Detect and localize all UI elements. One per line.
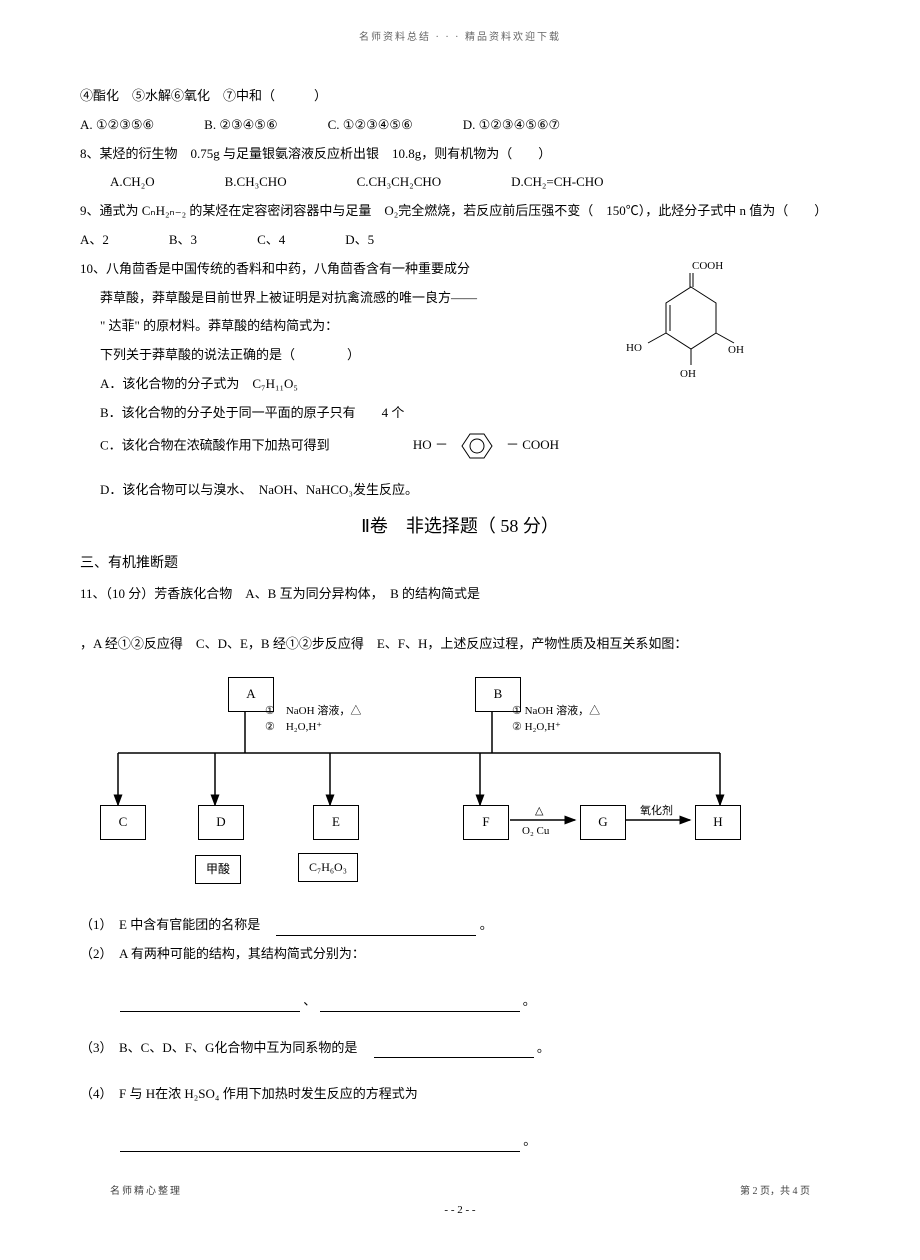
q11-3-text: （3） B、C、D、F、G化合物中互为同系物的是 [80,1040,370,1055]
flow-box-formula: C₇H₆O₃ [298,853,358,882]
q11-l2: ，A 经①②反应得 C、D、E，B 经①②步反应得 E、F、H，上述反应过程，产… [80,634,840,655]
shikimic-acid-structure-icon: COOH OH HO OH [620,255,750,385]
q7-opt-c: C. ①②③④⑤⑥ [328,115,413,136]
flow-diagram: A B ① NaOH 溶液，△ ② H₂O,H⁺ ① NaOH 溶液，△ ② H… [80,675,780,895]
blank-line [374,1043,534,1058]
flow-label-a2: ② H₂O,H⁺ [265,719,322,737]
q8-opt-a: A.CH₂O [110,172,155,193]
q10-opt-d: D．该化合物可以与溴水、 NaOH、NaHCO₃发生反应。 [100,480,840,501]
q11-1-end: 。 [480,917,493,932]
q10c-ho: HO － [413,435,448,456]
flow-box-f: F [463,805,509,840]
flow-box-h: H [695,805,741,840]
q11-text: 11、（10 分）芳香族化合物 A、B 互为同分异构体， B 的结构简式是 [80,584,840,605]
flow-label-fg1: △ [535,803,543,821]
q11-4-end: 。 [523,1133,536,1148]
flow-label-b2: ② H₂O,H⁺ [512,719,561,737]
q7-opt-a: A. ①②③⑤⑥ [80,115,154,136]
q11-sub4-blank: 。 [120,1131,840,1152]
q11-2-end: 。 [523,993,536,1008]
flow-box-e: E [313,805,359,840]
svg-text:OH: OH [680,368,696,380]
q9-opt-d: D、5 [345,230,374,251]
q8-opt-d: D.CH₂=CH-CHO [511,172,603,193]
flow-box-d: D [198,805,244,840]
q9-options: A、2 B、3 C、4 D、5 [80,230,840,251]
q11-1-text: （1） E 中含有官能团的名称是 [80,917,273,932]
q8-options: A.CH₂O B.CH₃CHO C.CH₃CH₂CHO D.CH₂=CH-CHO [110,172,840,193]
q7-options: A. ①②③⑤⑥ B. ②③④⑤⑥ C. ①②③④⑤⑥ D. ①②③④⑤⑥⑦ [80,115,840,136]
blank-line [276,921,476,936]
q7-prefix: ④酯化 ⑤水解⑥氧化 ⑦中和（ ） [80,86,840,107]
q9-opt-b: B、3 [169,230,197,251]
q7-opt-d: D. ①②③④⑤⑥⑦ [463,115,560,136]
flow-label-gh: 氧化剂 [640,803,673,821]
q8-text: 8、某烃的衍生物 0.75g 与足量银氨溶液反应析出银 10.8g，则有机物为（… [80,144,840,165]
q7-opt-b: B. ②③④⑤⑥ [204,115,277,136]
flow-box-g: G [580,805,626,840]
q10-opt-c-text: C．该化合物在浓硫酸作用下加热可得到 [100,437,330,452]
section2-title: Ⅱ卷 非选择题（ 58 分） [80,512,840,541]
flow-lines-icon [80,675,780,895]
flow-label-b1: ① NaOH 溶液，△ [512,703,600,721]
q11-3-end: 。 [537,1040,550,1055]
page-number: - - 2 - - [80,1202,840,1220]
benzene-ring-icon [454,432,500,460]
q8-opt-b: B.CH₃CHO [225,172,287,193]
q11-sub3: （3） B、C、D、F、G化合物中互为同系物的是 。 [80,1038,840,1059]
q8-opt-c: C.CH₃CH₂CHO [357,172,442,193]
footer-right: 第 2 页，共 4 页 [740,1184,810,1200]
q10c-cooh: － COOH [506,435,559,456]
q10-opt-b: B．该化合物的分子处于同一平面的原子只有 4 个 [100,403,840,424]
svg-text:OH: OH [728,344,744,356]
svg-text:COOH: COOH [692,260,723,272]
q9-opt-c: C、4 [257,230,285,251]
flow-box-jiasuan: 甲酸 [195,855,241,884]
footer-left: 名师精心整理 [110,1184,182,1200]
page-header: 名师资料总结 · · · 精品资料欢迎下载 [80,30,840,46]
q9-opt-a: A、2 [80,230,109,251]
q11-sub2-blanks: 、 。 [120,991,840,1012]
flow-box-c: C [100,805,146,840]
blank-line [120,997,300,1012]
q11-sub1: （1） E 中含有官能团的名称是 。 [80,915,840,936]
section3-title: 三、有机推断题 [80,553,840,575]
blank-line [120,1137,520,1152]
q9-text: 9、通式为 CₙH₂ₙ₋₂ 的某烃在定容密闭容器中与足量 O₂完全燃烧，若反应前… [80,201,840,222]
svg-text:HO: HO [626,342,642,354]
q11-sub2: （2） A 有两种可能的结构，其结构简式分别为： [80,944,840,965]
q11-sub4: （4） F 与 H在浓 H₂SO₄ 作用下加热时发生反应的方程式为 [80,1084,840,1105]
flow-label-a1: ① NaOH 溶液，△ [265,703,361,721]
flow-label-fg2: O₂ Cu [522,823,549,841]
blank-line [320,997,520,1012]
q11-2-mid: 、 [303,993,316,1008]
q10-opt-c-row: C．该化合物在浓硫酸作用下加热可得到 HO － － COOH [100,432,840,460]
